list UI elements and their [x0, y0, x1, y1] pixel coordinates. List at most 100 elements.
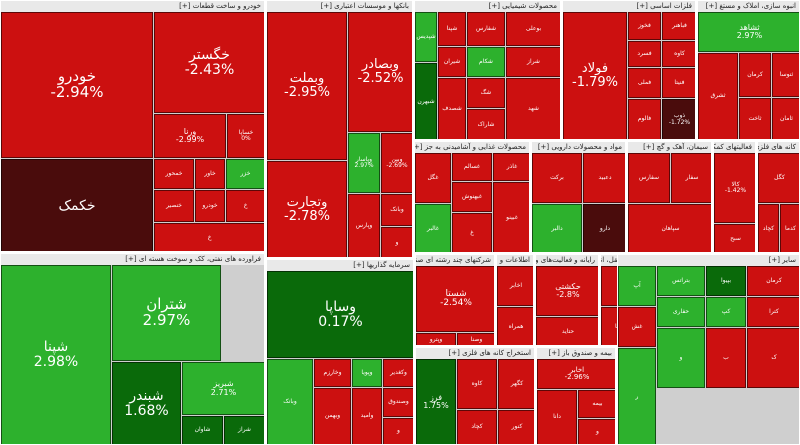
stock-tile[interactable]: شهد: [506, 78, 560, 139]
stock-tile[interactable]: خزر: [226, 159, 264, 189]
stock-tile[interactable]: غاذر: [493, 153, 529, 181]
stock-tile[interactable]: غسالم: [452, 153, 492, 181]
stock-tile[interactable]: شتران 2.97%: [112, 265, 221, 361]
stock-tile[interactable]: غالبر: [415, 204, 451, 252]
stock-tile[interactable]: شپنا: [438, 12, 466, 46]
stock-tile[interactable]: غگل: [415, 153, 451, 203]
stock-tile[interactable]: غ: [452, 213, 492, 252]
stock-tile[interactable]: ثشاهد 2.97%: [698, 12, 799, 52]
sector-minerals[interactable]: کانه های فلزی [+] کگل کچاد کدما: [757, 141, 800, 253]
stock-tile[interactable]: شبندر 1.68%: [112, 362, 181, 444]
sector-realestate[interactable]: انبوه سازی، املاک و مستغ [+] ثشاهد 2.97% ثش…: [697, 0, 800, 140]
stock-tile[interactable]: خکمک: [1, 159, 153, 251]
stock-tile[interactable]: خ: [154, 223, 264, 251]
stock-tile[interactable]: وپترو: [416, 333, 456, 345]
stock-tile[interactable]: شپنا 2.98%: [1, 265, 111, 444]
stock-tile[interactable]: کاوه: [662, 41, 695, 67]
stock-tile[interactable]: فرز 1.75%: [416, 359, 456, 444]
stock-tile[interactable]: خودرو: [195, 190, 225, 222]
stock-tile[interactable]: شکام: [467, 47, 505, 77]
stock-tile[interactable]: شراز: [506, 47, 560, 77]
stock-tile[interactable]: ورنا -2.99%: [154, 114, 226, 158]
stock-tile[interactable]: غبینو: [493, 182, 529, 252]
sector-telecom[interactable]: اطلاعات و ارتباطات [+] اخابر همراه: [496, 254, 534, 346]
stock-tile[interactable]: کترا: [747, 297, 799, 327]
sector-auto[interactable]: خودرو و ساخت قطعات [+] خودرو -2.94% خگستر -2…: [0, 0, 265, 252]
stock-tile[interactable]: فملی: [628, 68, 661, 98]
stock-tile[interactable]: برکت: [532, 153, 582, 203]
stock-tile[interactable]: ب: [706, 328, 746, 388]
stock-tile[interactable]: کنور: [498, 410, 534, 444]
stock-tile[interactable]: کگهر: [498, 359, 534, 409]
sector-title[interactable]: خودرو و ساخت قطعات [+]: [1, 1, 264, 12]
sector-title[interactable]: بانکها و موسسات اعتباری [+]: [267, 1, 412, 12]
sector-title[interactable]: بیمه و صندوق باز [+]: [537, 348, 615, 359]
stock-tile[interactable]: وبین -2.69%: [381, 133, 412, 193]
stock-tile[interactable]: وامید: [352, 388, 382, 444]
stock-tile[interactable]: شگ: [467, 78, 505, 108]
stock-tile[interactable]: وتجارت -2.78%: [267, 161, 347, 257]
stock-tile[interactable]: وپاسار 2.97%: [348, 133, 380, 193]
stock-tile[interactable]: اخابر -2.96%: [537, 359, 615, 389]
stock-tile[interactable]: شپدیس: [415, 12, 437, 62]
sector-multi[interactable]: شرکتهای چند رشته ای صنعتی [+]شستا-2.54%و…: [415, 254, 495, 346]
stock-tile[interactable]: فنیتا: [662, 68, 695, 98]
stock-tile[interactable]: و: [578, 419, 615, 444]
stock-tile[interactable]: وبانک: [381, 194, 412, 226]
stock-tile[interactable]: و: [383, 418, 413, 444]
stock-tile[interactable]: کرمان: [739, 53, 771, 97]
sector-pharma[interactable]: مواد و محصولات دارویی [+] برکت دعبید دالبر د…: [531, 141, 626, 253]
sector-title[interactable]: اطلاعات و ارتباطات [+]: [497, 255, 533, 266]
stock-tile[interactable]: کگل: [758, 153, 799, 203]
stock-tile[interactable]: فباهنر: [662, 12, 695, 40]
stock-tile[interactable]: اخابر: [497, 266, 533, 306]
stock-tile[interactable]: وبملت -2.95%: [267, 12, 347, 160]
stock-tile[interactable]: دالبر: [532, 204, 582, 252]
sector-title[interactable]: رایانه و فعالیت‌های وابسته [+]: [536, 255, 598, 266]
sector-food[interactable]: محصولات غذایی و آشامیدنی به جز [+] غگل غسا…: [414, 141, 530, 253]
stock-tile[interactable]: کچاد: [758, 204, 779, 252]
sector-mining[interactable]: استخراج کانه های فلزی [+] فرز 1.75% کاوه کگه…: [415, 347, 535, 445]
sector-insurance[interactable]: بیمه و صندوق باز [+] اخابر -2.96% دانا بیمه و: [536, 347, 616, 445]
stock-tile[interactable]: بتراتس: [657, 266, 705, 296]
stock-tile[interactable]: شیران: [438, 47, 466, 77]
stock-tile[interactable]: خگستر -2.43%: [154, 12, 264, 113]
sector-title[interactable]: انبوه سازی، املاک و مستغ [+]: [698, 1, 799, 12]
stock-tile[interactable]: کالا -1.42%: [714, 153, 755, 223]
stock-tile[interactable]: شاوان: [182, 416, 223, 444]
stock-tile[interactable]: شبریز 2.71%: [182, 362, 264, 415]
sector-misc[interactable]: سایر [+] آپ بتراتس بپیوا کرمان حفاری کپ کترا غش و…: [617, 254, 800, 445]
stock-tile[interactable]: وبهمن: [314, 388, 351, 444]
stock-tile[interactable]: وپارس: [348, 194, 380, 257]
stock-tile[interactable]: کپ: [706, 297, 746, 327]
stock-tile[interactable]: ذوب -1.72%: [662, 99, 695, 139]
sector-title[interactable]: فعالیتهای کمکی به [+]: [714, 142, 755, 153]
stock-tile[interactable]: شصدف: [438, 78, 466, 139]
stock-tile[interactable]: ثامان: [772, 98, 799, 139]
sector-chem[interactable]: محصولات شیمیایی [+] شپدیس شپنا شفارس بوعلی شی…: [414, 0, 561, 140]
stock-tile[interactable]: خ: [226, 190, 264, 222]
stock-tile[interactable]: خنصیر: [154, 190, 194, 222]
sector-metals[interactable]: فلزات اساسی [+] فولاد -1.79% فخوز فباهنر کاوه…: [562, 0, 696, 140]
stock-tile[interactable]: کدما: [780, 204, 799, 252]
stock-tile[interactable]: وکغدیر: [383, 359, 413, 387]
stock-tile[interactable]: وساپا 0.17%: [267, 271, 413, 358]
stock-tile[interactable]: وپویا: [352, 359, 382, 387]
sector-banks[interactable]: بانکها و موسسات اعتباری [+] وبملت -2.95% وب…: [266, 0, 413, 258]
stock-tile[interactable]: فخوز: [628, 12, 661, 40]
stock-tile[interactable]: ر: [618, 348, 656, 444]
stock-tile[interactable]: شراز: [224, 416, 264, 444]
stock-tile[interactable]: بیمه: [578, 390, 615, 418]
stock-tile[interactable]: آپ: [618, 266, 656, 306]
stock-tile[interactable]: و: [657, 328, 705, 388]
stock-tile[interactable]: فالوم: [628, 99, 661, 139]
sector-title[interactable]: فلزات اساسی [+]: [563, 1, 695, 12]
stock-tile[interactable]: ثاخت: [739, 98, 771, 139]
stock-tile[interactable]: وخارزم: [314, 359, 351, 387]
stock-tile[interactable]: وصندوق: [383, 388, 413, 417]
stock-tile[interactable]: حتاید: [536, 317, 598, 345]
sector-title[interactable]: محصولات غذایی و آشامیدنی به جز [+]: [415, 142, 529, 153]
stock-tile[interactable]: وبصادر -2.52%: [348, 12, 412, 132]
stock-tile[interactable]: بوعلی: [506, 12, 560, 46]
sector-title[interactable]: مواد و محصولات دارویی [+]: [532, 142, 625, 153]
